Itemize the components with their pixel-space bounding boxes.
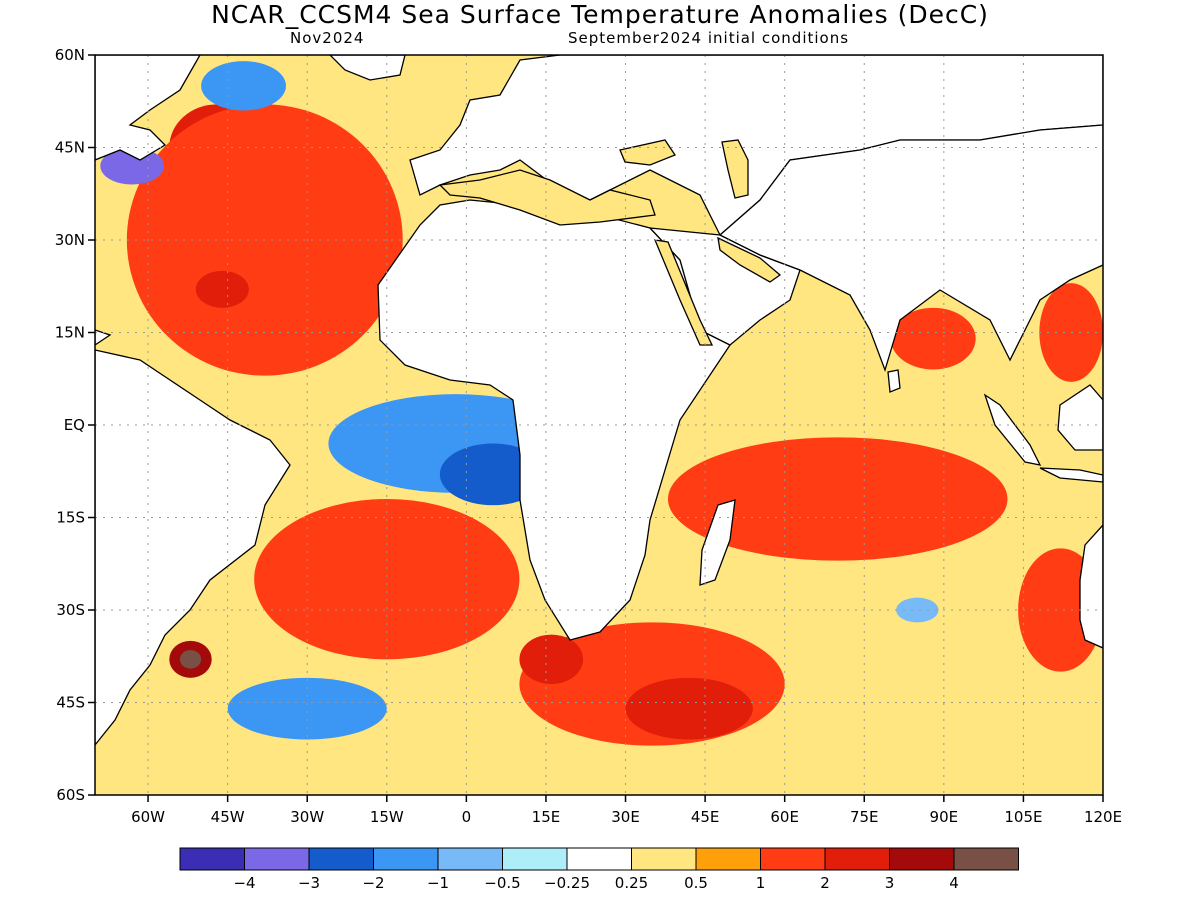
map-plot-area [95, 55, 1103, 795]
land-masses [95, 55, 1103, 747]
map-title: NCAR_CCSM4 Sea Surface Temperature Anoma… [211, 0, 989, 29]
map-axes: 60W 45W 30W 15W 0 15E 30E 45E 60E 75E 90E 105E 120E 6… [55, 46, 1122, 826]
lat-tick-label: 45S [56, 694, 85, 712]
init-conditions-label: September2024 initial conditions [568, 29, 850, 47]
valid-month-label: Nov2024 [290, 29, 365, 47]
colorbar-swatch [760, 847, 826, 871]
black-sea [619, 139, 676, 166]
lat-tick-label: 30S [56, 601, 85, 619]
central-america-landmass [95, 329, 112, 346]
south-america-landmass [95, 349, 291, 747]
persian-gulf [717, 236, 782, 283]
anomaly-sw-atlantic-cool [227, 677, 387, 740]
colorbar-swatch [244, 847, 310, 871]
colorbar-swatch [889, 847, 955, 871]
sumatra-landmass [983, 393, 1042, 466]
mediterranean-sea [438, 169, 656, 226]
asia-landmass [718, 124, 1103, 373]
lon-tick-label: 60E [770, 808, 799, 826]
lat-tick-label: 15S [56, 509, 85, 527]
colorbar-label: 0.25 [615, 874, 648, 892]
lat-tick-label: 45N [55, 139, 85, 157]
colorbar-swatch [953, 847, 1019, 871]
anomaly-labrador-cold [201, 61, 286, 111]
lon-tick-label: 75E [850, 808, 879, 826]
lon-tick-label: 30E [611, 808, 640, 826]
colorbar-label: −0.5 [484, 874, 520, 892]
caspian-sea [721, 139, 749, 199]
colorbar-label: −4 [233, 874, 255, 892]
anomaly-bay-of-bengal-warm [890, 307, 976, 370]
colorbar-label: −3 [298, 874, 320, 892]
colorbar-swatch [373, 847, 439, 871]
anomaly-subtropical-atlantic-hot [195, 270, 249, 308]
anomaly-south-africa-hot [519, 634, 584, 684]
borneo-landmass [1057, 384, 1103, 451]
anomaly-indian-ocean-warm [667, 437, 1008, 561]
lon-tick-label: 15W [370, 808, 404, 826]
colorbar: −4 −3 −2 −1 −0.5 −0.25 0.25 0.5 1 2 3 4 [179, 847, 1019, 892]
colorbar-swatch [502, 847, 568, 871]
lon-tick-label: 60W [131, 808, 165, 826]
lat-tick-label: 60S [56, 786, 85, 804]
colorbar-label: 1 [756, 874, 766, 892]
java-landmass [1039, 467, 1103, 483]
lon-tick-label: 90E [930, 808, 959, 826]
lon-tick-label: 45E [691, 808, 720, 826]
lon-tick-label: 30W [290, 808, 324, 826]
colorbar-label: 3 [885, 874, 895, 892]
anomaly-south-indian-cool [896, 597, 939, 623]
madagascar-landmass [699, 499, 736, 586]
greenland-landmass [329, 55, 406, 81]
colorbar-swatch [566, 847, 632, 871]
colorbar-swatch [179, 847, 245, 871]
colorbar-label: −2 [362, 874, 384, 892]
anomaly-brazil-malvinas-max [179, 650, 202, 669]
red-sea [653, 239, 714, 346]
lat-tick-label: 30N [55, 231, 85, 249]
sri-lanka-landmass [887, 369, 901, 393]
colorbar-label: 4 [949, 874, 959, 892]
australia-landmass [1079, 524, 1103, 649]
lat-tick-label: 15N [55, 324, 85, 342]
colorbar-swatch [824, 847, 890, 871]
colorbar-swatch [437, 847, 503, 871]
lat-tick-label: EQ [64, 416, 85, 434]
colorbar-label: 2 [820, 874, 830, 892]
north-america-landmass [95, 55, 201, 161]
colorbar-label: −1 [427, 874, 449, 892]
lon-tick-label: 120E [1084, 808, 1122, 826]
colorbar-label: 0.5 [684, 874, 708, 892]
lat-tick-label: 60N [55, 46, 85, 64]
lon-tick-label: 45W [211, 808, 245, 826]
anomaly-south-atlantic-warm [254, 499, 520, 660]
anomaly-agulhas-hot [625, 677, 753, 740]
graticule [95, 55, 1103, 795]
colorbar-label: −0.25 [544, 874, 590, 892]
lon-tick-label: 15E [532, 808, 561, 826]
lon-tick-label: 105E [1004, 808, 1042, 826]
colorbar-swatch [308, 847, 374, 871]
colorbar-swatch [631, 847, 697, 871]
colorbar-swatch [695, 847, 761, 871]
lon-tick-label: 0 [462, 808, 472, 826]
